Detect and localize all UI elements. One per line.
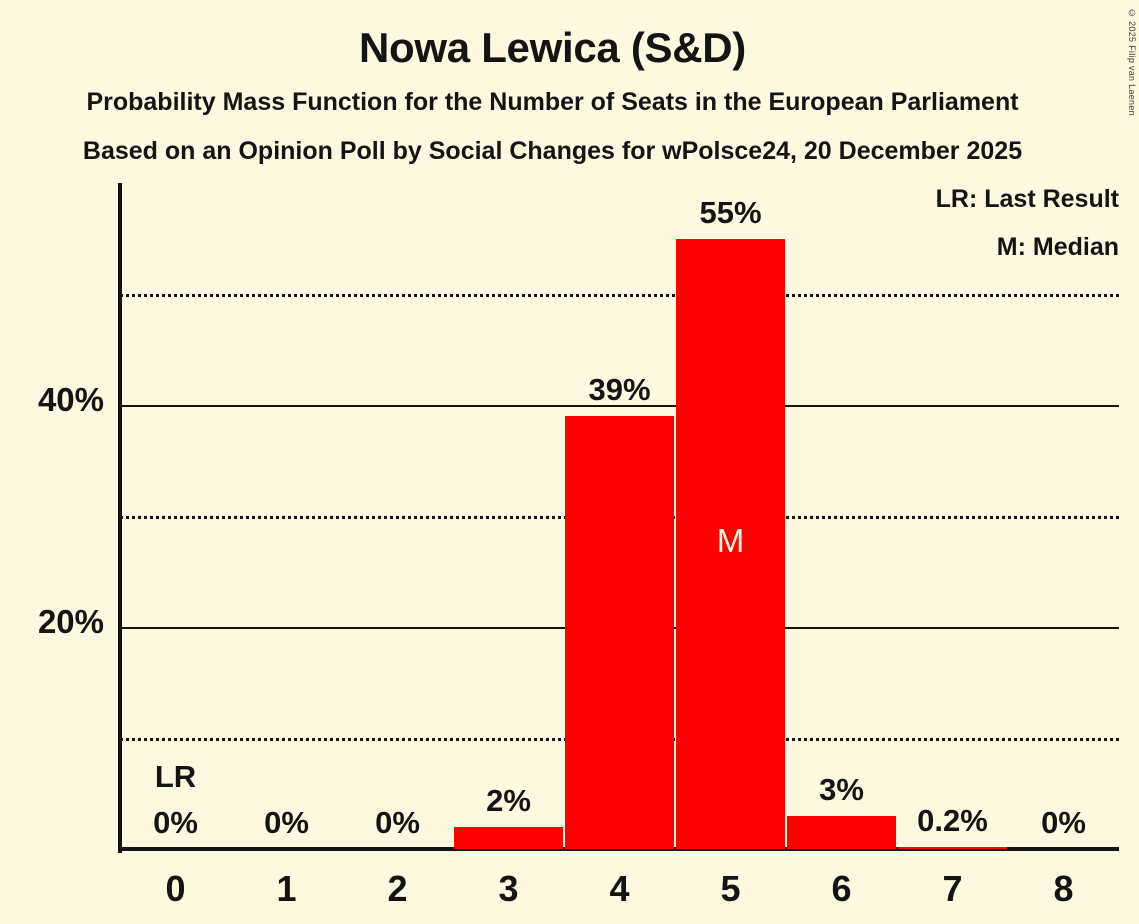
x-tick-label-1: 1 xyxy=(276,868,297,909)
copyright-notice: © 2025 Filip van Laenen xyxy=(1127,8,1137,116)
last-result-marker: LR xyxy=(154,759,197,794)
legend-median: M: Median xyxy=(996,233,1119,261)
x-tick-label-6: 6 xyxy=(831,868,852,909)
x-tick-label-5: 5 xyxy=(720,868,741,909)
chart-title: Nowa Lewica (S&D) xyxy=(359,24,746,71)
bar-value-label-4: 39% xyxy=(588,372,651,408)
bar-seats-5[interactable] xyxy=(676,238,785,849)
chart-subtitle-secondary: Based on an Opinion Poll by Social Chang… xyxy=(82,137,1023,165)
bar-value-label-2: 0% xyxy=(375,805,420,840)
bar-value-label-3: 2% xyxy=(486,782,531,818)
bar-seats-4[interactable] xyxy=(565,416,674,849)
bar-value-label-5: 55% xyxy=(699,194,762,230)
gridline-40 xyxy=(120,405,1119,407)
x-tick-label-7: 7 xyxy=(942,868,963,909)
bar-seats-7[interactable] xyxy=(898,846,1007,849)
bar-value-label-8: 0% xyxy=(1041,805,1086,840)
x-tick-label-0: 0 xyxy=(165,868,186,909)
bar-value-label-7: 0.2% xyxy=(917,802,988,838)
x-tick-label-3: 3 xyxy=(498,868,519,909)
plot-area xyxy=(120,183,1119,849)
x-tick-label-4: 4 xyxy=(609,868,630,909)
x-tick-label-8: 8 xyxy=(1053,868,1074,909)
chart-subtitle-primary: Probability Mass Function for the Number… xyxy=(86,88,1019,116)
bar-value-label-0: 0% xyxy=(153,805,198,840)
x-tick-label-2: 2 xyxy=(387,868,408,909)
bar-seats-3[interactable] xyxy=(454,826,563,849)
bar-value-label-6: 3% xyxy=(819,771,864,807)
bar-seats-6[interactable] xyxy=(787,815,896,849)
bar-value-label-1: 0% xyxy=(264,805,309,840)
y-tick-label-40: 40% xyxy=(37,381,104,418)
legend-last-result: LR: Last Result xyxy=(935,185,1119,213)
y-tick-label-20: 20% xyxy=(37,603,104,640)
median-marker: M xyxy=(716,521,745,559)
gridline-50 xyxy=(120,294,1119,297)
x-axis-line xyxy=(118,847,1119,851)
